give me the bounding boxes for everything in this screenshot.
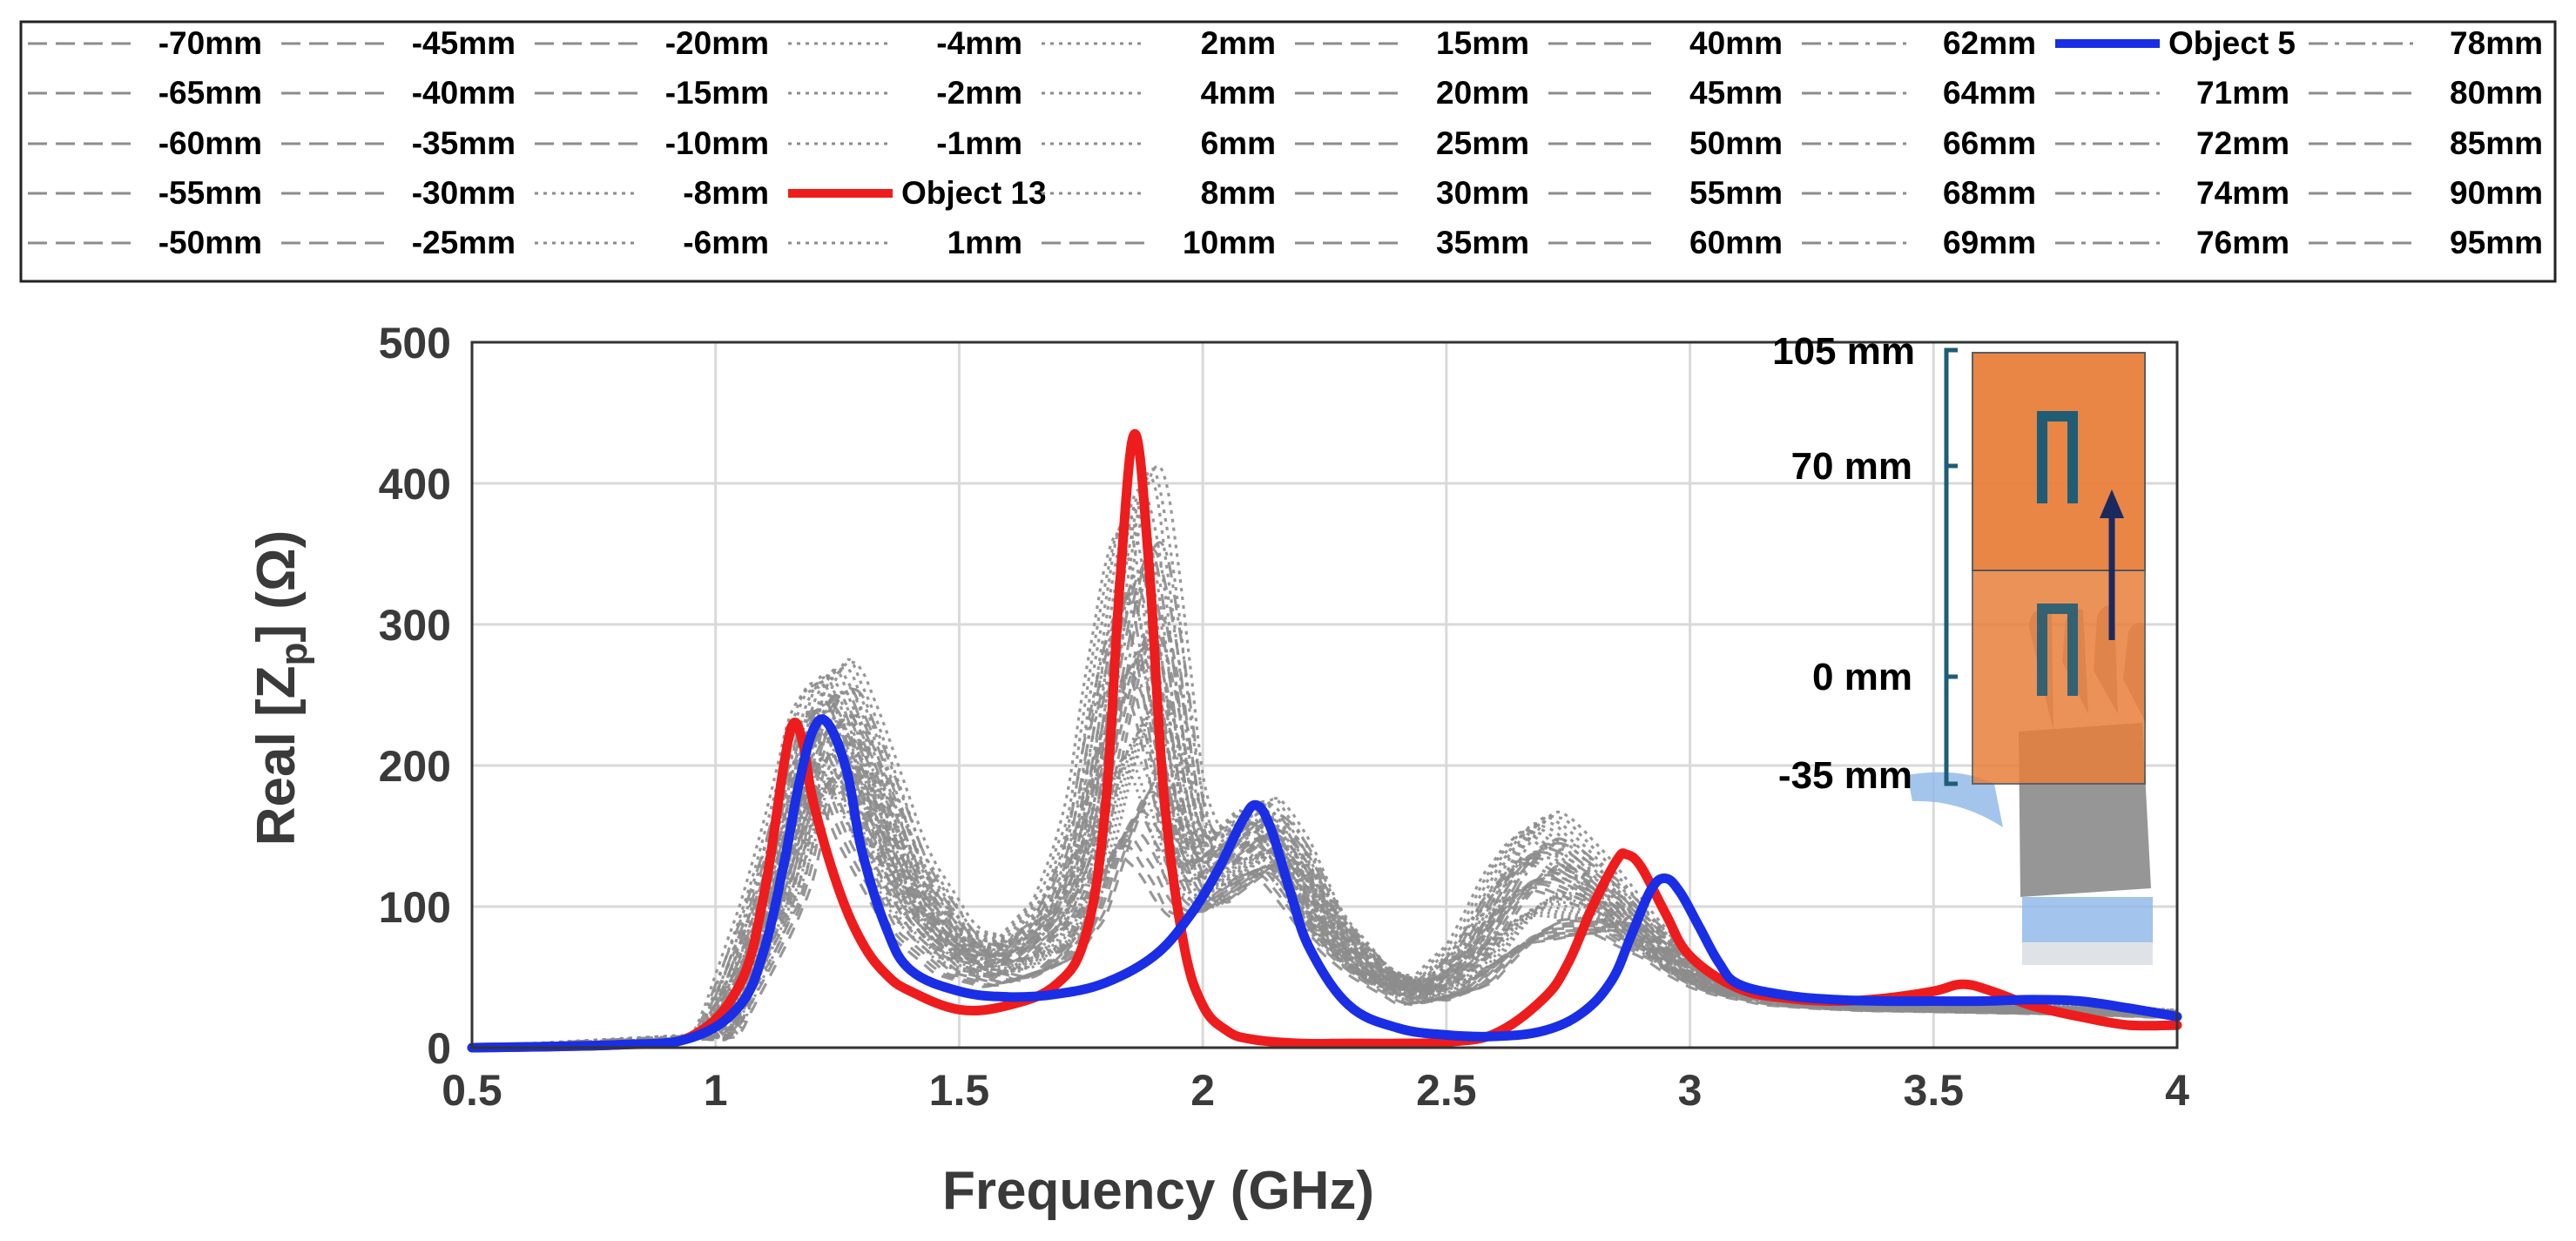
object-5-curve	[467, 714, 2182, 1053]
legend-label: 64mm	[1943, 75, 2036, 111]
inset-label-neg35: -35 mm	[1778, 754, 1912, 797]
y-axis-label-main: Real [Z	[246, 666, 307, 846]
inset-illustration: 105 mm 70 mm 0 mm -35 mm	[1772, 330, 2153, 965]
x-tick-label: 2.5	[1416, 1066, 1477, 1115]
legend-label: 15mm	[1436, 25, 1529, 61]
legend-label: 68mm	[1943, 175, 2036, 211]
x-tick-label: 0.5	[442, 1066, 502, 1115]
legend-label: 35mm	[1436, 225, 1529, 260]
x-tick-label: 3.5	[1904, 1066, 1965, 1115]
legend-label: -8mm	[683, 175, 769, 211]
legend-label: -20mm	[665, 25, 769, 61]
x-tick-labels: 0.5 1 1.5 2 2.5 3 3.5 4	[442, 1066, 2189, 1115]
legend-label: -45mm	[412, 25, 516, 61]
legend-label: 50mm	[1689, 125, 1783, 161]
y-axis-label-subscript: p	[273, 643, 315, 666]
legend-label: 62mm	[1943, 25, 2036, 61]
legend-label: 4mm	[1201, 75, 1276, 111]
legend-label: 76mm	[2196, 225, 2289, 260]
legend-label: 72mm	[2196, 125, 2289, 161]
legend-label: -35mm	[412, 125, 516, 161]
legend-label: 85mm	[2450, 125, 2543, 161]
legend-label: -15mm	[665, 75, 769, 111]
legend-label: -30mm	[412, 175, 516, 211]
x-tick-label: 1	[704, 1066, 728, 1115]
legend-label: 45mm	[1689, 75, 1783, 111]
plot-area: 0.5 1 1.5 2 2.5 3 3.5 4 0 100 200 300 400 500	[379, 319, 2190, 1115]
legend-items: -70mm -65mm -60mm -55mm -50mm -45mm -40mm -35mm…	[28, 25, 2543, 260]
legend-label: -50mm	[158, 225, 262, 260]
legend-label: -65mm	[158, 75, 262, 111]
y-tick-label: 400	[379, 460, 451, 509]
x-tick-label: 2	[1190, 1066, 1215, 1115]
position-curve	[472, 766, 2178, 1049]
legend-label: 10mm	[1183, 225, 1276, 260]
plot-frame	[470, 341, 2179, 1049]
legend-label: -2mm	[936, 75, 1022, 111]
lower-slot-icon	[2037, 604, 2078, 696]
legend-label: 20mm	[1436, 75, 1529, 111]
legend-frame	[19, 20, 2557, 283]
legend-label: -1mm	[936, 125, 1022, 161]
position-curve	[471, 511, 2178, 1049]
position-curve	[471, 724, 2178, 1049]
legend-label: 1mm	[947, 225, 1022, 260]
legend-label: 78mm	[2450, 25, 2543, 61]
legend-label: 8mm	[1201, 175, 1276, 211]
legend-label: 66mm	[1943, 125, 2036, 161]
legend-label: 40mm	[1689, 25, 1783, 61]
inset-label-0: 0 mm	[1812, 656, 1912, 698]
x-tick-label: 1.5	[929, 1066, 990, 1115]
upper-patch	[1972, 352, 2146, 571]
inset-label-105: 105 mm	[1772, 330, 1915, 373]
legend-label: 60mm	[1689, 225, 1783, 260]
y-tick-label: 200	[379, 742, 451, 791]
upper-slot-icon	[2037, 411, 2078, 503]
legend-label: 80mm	[2450, 75, 2543, 111]
lower-patch	[1972, 570, 2146, 785]
highlighted-curves	[467, 428, 2182, 1053]
legend-label: 55mm	[1689, 175, 1783, 211]
legend-label: 95mm	[2450, 225, 2543, 260]
legend: -70mm -65mm -60mm -55mm -50mm -45mm -40mm -35mm…	[19, 20, 2557, 283]
y-axis-label: Real [Zp] (Ω)	[246, 530, 315, 846]
legend-label: 69mm	[1943, 225, 2036, 260]
y-tick-label: 500	[379, 319, 451, 368]
legend-label: -10mm	[665, 125, 769, 161]
move-arrow-head	[2100, 489, 2124, 518]
legend-label: Object 13	[901, 175, 1047, 211]
legend-label: -70mm	[158, 25, 262, 61]
legend-label: -40mm	[412, 75, 516, 111]
y-tick-labels: 0 100 200 300 400 500	[379, 319, 451, 1073]
y-tick-label: 0	[427, 1024, 451, 1073]
legend-label: 2mm	[1201, 25, 1276, 61]
legend-label: 90mm	[2450, 175, 2543, 211]
legend-label: 6mm	[1201, 125, 1276, 161]
y-tick-label: 100	[379, 883, 451, 932]
inset-label-70: 70 mm	[1791, 445, 1912, 488]
range-bracket	[1944, 347, 1958, 786]
x-tick-label: 4	[2165, 1066, 2189, 1115]
legend-label: 71mm	[2196, 75, 2289, 111]
legend-label: 30mm	[1436, 175, 1529, 211]
legend-label: Object 5	[2168, 25, 2296, 61]
x-axis-label: Frequency (GHz)	[942, 1161, 1374, 1221]
legend-label: 25mm	[1436, 125, 1529, 161]
legend-label: -55mm	[158, 175, 262, 211]
y-axis-label-tail: ] (Ω)	[246, 530, 307, 643]
legend-label: -25mm	[412, 225, 516, 260]
y-tick-label: 300	[379, 601, 451, 650]
legend-label: -60mm	[158, 125, 262, 161]
x-tick-label: 3	[1678, 1066, 1703, 1115]
legend-label: -6mm	[683, 225, 769, 260]
legend-label: -4mm	[936, 25, 1022, 61]
legend-label: 74mm	[2196, 175, 2289, 211]
